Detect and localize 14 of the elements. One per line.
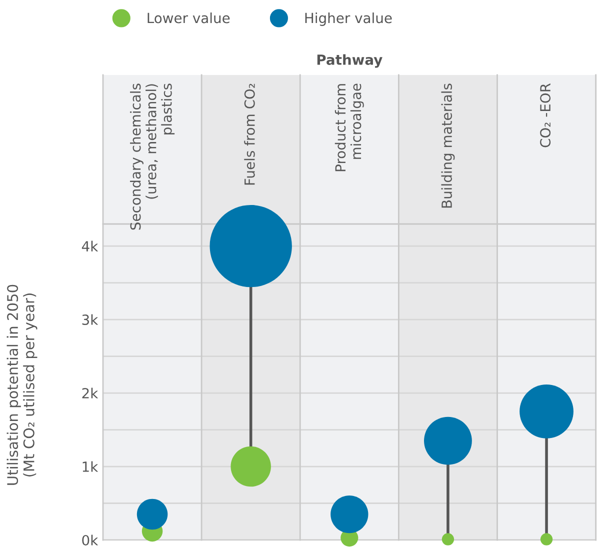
x-tick-label: Product from microalgae <box>334 84 364 172</box>
x-axis-title: Pathway <box>317 54 382 68</box>
x-tick-label: Secondary chemicals (urea, methanol) plastics <box>130 84 175 230</box>
y-tick-label: 4k <box>82 240 98 252</box>
y-tick-label: 0k <box>82 534 98 546</box>
x-tick-label: CO₂ -EOR <box>540 83 551 148</box>
y-tick-label: 1k <box>82 461 98 472</box>
x-tick-label: Building materials <box>441 84 455 208</box>
y-tick-label: 3k <box>82 314 98 326</box>
x-tick-label: Fuels from CO₂ <box>244 84 255 185</box>
legend-label: Lower value <box>148 12 230 24</box>
y-axis-title: Utilisation potential in 2050 (Mt CO₂ utilised per year) <box>6 284 38 485</box>
legend-label: Higher value <box>305 12 392 26</box>
y-tick-label: 2k <box>82 388 98 398</box>
